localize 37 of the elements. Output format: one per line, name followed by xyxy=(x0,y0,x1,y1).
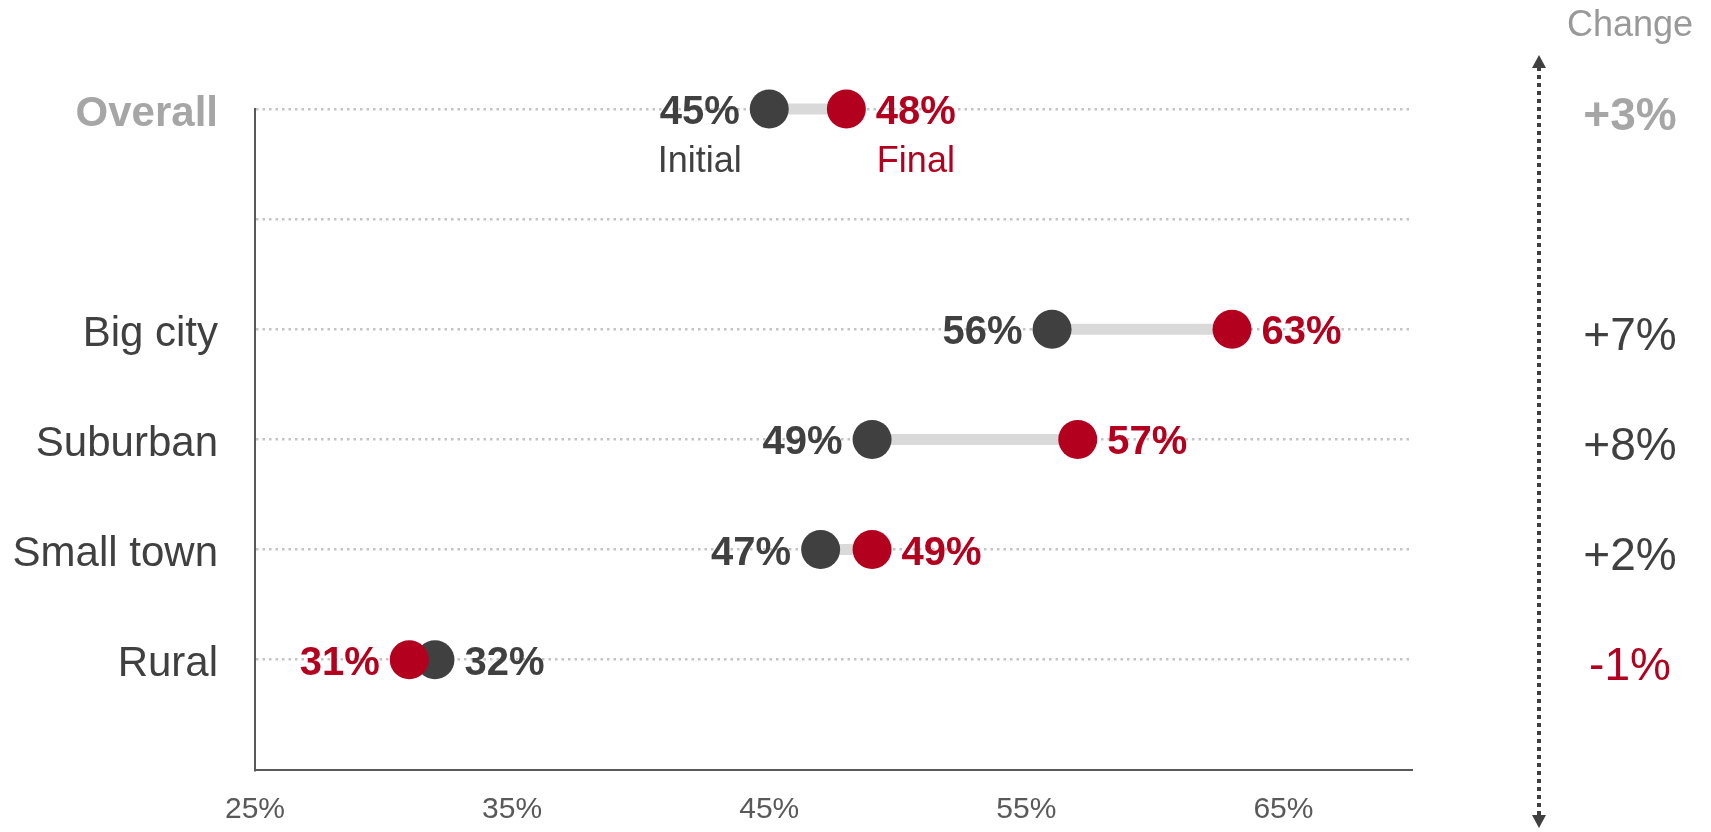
series-label: Initial xyxy=(657,138,742,180)
text: +8% xyxy=(1583,418,1677,471)
point xyxy=(1212,309,1252,349)
point xyxy=(801,530,841,570)
series-label: Final xyxy=(876,138,955,180)
data-label: 31% xyxy=(299,638,380,683)
x-tick-label: 35% xyxy=(482,791,543,825)
x-tick-label: 55% xyxy=(996,791,1057,825)
text: +3% xyxy=(1583,87,1677,140)
data-label: 57% xyxy=(1107,418,1188,463)
point xyxy=(1058,419,1098,459)
y-tick-label: Rural xyxy=(117,638,218,686)
x-tick-label: 25% xyxy=(224,791,286,825)
y-tick-label: Overall xyxy=(75,87,218,135)
y-tick-label: Suburban xyxy=(35,417,218,465)
point xyxy=(826,89,866,129)
data-label: 63% xyxy=(1261,308,1342,353)
text: -1% xyxy=(1589,638,1671,691)
text: +7% xyxy=(1583,307,1677,360)
text: +2% xyxy=(1583,528,1677,581)
data-label: 47% xyxy=(711,528,792,573)
text: Change xyxy=(1566,2,1694,44)
data-label: 32% xyxy=(464,638,545,683)
data-label: 45% xyxy=(659,88,740,133)
y-tick-label: Small town xyxy=(12,528,218,576)
point xyxy=(852,530,892,570)
data-label: 49% xyxy=(762,418,843,463)
point xyxy=(852,419,892,459)
point xyxy=(389,640,429,680)
point xyxy=(1032,309,1072,349)
data-label: 49% xyxy=(901,528,982,573)
y-tick-label: Big city xyxy=(82,307,218,355)
point xyxy=(749,89,789,129)
data-label: 56% xyxy=(942,308,1023,353)
data-label: 48% xyxy=(875,88,956,133)
x-tick-label: 45% xyxy=(739,791,800,825)
x-tick-label: 65% xyxy=(1253,791,1314,825)
